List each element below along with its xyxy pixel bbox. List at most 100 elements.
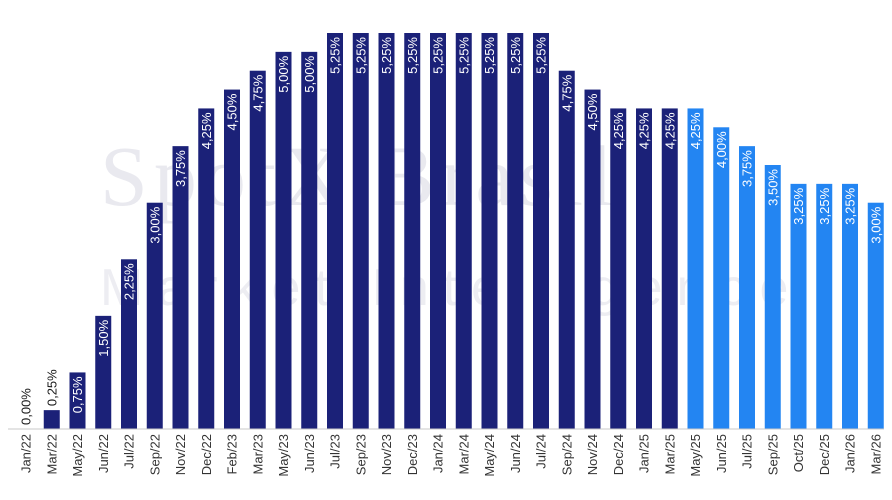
bar-value-label: 4,25%	[637, 112, 652, 149]
x-tick-label: Nov/22	[173, 434, 188, 475]
bar-value-label: 5,25%	[456, 37, 471, 74]
bar-jul-25	[739, 146, 755, 429]
x-tick-label: Sep/23	[353, 434, 368, 475]
x-tick-label: Jul/23	[328, 434, 343, 469]
bar-jun-23	[301, 51, 318, 430]
x-tick-label: Dec/25	[817, 434, 832, 475]
bar-value-label: 5,25%	[353, 37, 368, 74]
bar-value-label: 0,75%	[70, 376, 85, 413]
bar-jan-26	[842, 183, 858, 429]
bar-may-25	[687, 108, 704, 430]
bar-jul-22	[121, 259, 137, 429]
bar-may-24	[481, 33, 498, 429]
bar-sep-25	[764, 165, 781, 429]
x-tick-label: May/23	[276, 434, 291, 477]
bar-jan-24	[430, 33, 446, 429]
bar-nov-22	[172, 146, 189, 429]
x-tick-label: Jun/22	[96, 434, 111, 473]
x-tick-label: Jun/23	[302, 434, 317, 473]
bar-jan-25	[636, 108, 652, 430]
bar-value-label: 4,75%	[559, 74, 574, 111]
x-tick-label: Mar/26	[868, 434, 883, 474]
bar-value-label: 3,75%	[173, 150, 188, 187]
bar-value-label: 0,00%	[19, 388, 34, 425]
bar-may-22	[69, 372, 86, 429]
x-tick-label: Dec/24	[611, 434, 626, 475]
bar-mar-26	[867, 202, 884, 429]
bar-sep-24	[558, 70, 575, 430]
bar-value-label: 5,25%	[508, 37, 523, 74]
x-tick-label: Jun/25	[714, 434, 729, 473]
bar-mar-25	[661, 108, 678, 430]
bars-group: 0,00% 0,25% 0,75% 1,50% 2,25% 3,00% 3,75% 4,25%…	[19, 33, 884, 430]
bar-value-label: 4,25%	[199, 112, 214, 149]
x-tick-label: Nov/24	[585, 434, 600, 475]
bar-jun-25	[713, 127, 730, 429]
bar-mar-23	[249, 70, 266, 430]
bar-value-label: 3,00%	[868, 206, 883, 243]
bar-jul-23	[327, 33, 343, 429]
bar-value-label: 4,25%	[662, 112, 677, 149]
x-tick-label: Mar/22	[44, 434, 59, 474]
bar-dec-24	[610, 108, 627, 430]
bar-nov-23	[378, 33, 395, 429]
bar-value-label: 5,25%	[534, 37, 549, 74]
bar-value-label: 3,50%	[765, 169, 780, 206]
bar-nov-24	[584, 89, 601, 429]
bar-dec-25	[816, 183, 833, 429]
bar-value-label: 5,25%	[431, 37, 446, 74]
bar-value-label: 3,25%	[791, 187, 806, 224]
bar-oct-25	[790, 183, 807, 429]
bar-jun-22	[95, 315, 112, 429]
bar-value-label: 4,50%	[225, 93, 240, 130]
bar-value-label: 5,25%	[405, 37, 420, 74]
x-tick-label: Oct/25	[791, 434, 806, 472]
bar-dec-23	[404, 33, 421, 429]
bar-value-label: 1,50%	[96, 319, 111, 356]
bar-value-label: 4,75%	[250, 74, 265, 111]
x-tick-label: Dec/23	[405, 434, 420, 475]
bar-may-23	[275, 51, 292, 430]
x-tick-label: Sep/24	[559, 434, 574, 475]
x-tick-label: Jun/24	[508, 434, 523, 473]
bar-value-label: 0,25%	[44, 369, 59, 406]
x-tick-label: Feb/23	[225, 434, 240, 474]
bar-value-label: 3,75%	[740, 150, 755, 187]
x-tick-label: Jul/24	[534, 434, 549, 469]
bar-jul-24	[533, 33, 549, 429]
x-tick-label: Nov/23	[379, 434, 394, 475]
bar-sep-22	[146, 202, 163, 429]
x-tick-label: Jan/26	[843, 434, 858, 473]
bar-jun-24	[507, 33, 524, 429]
x-tick-label: Mar/23	[250, 434, 265, 474]
bar-value-label: 2,25%	[122, 263, 137, 300]
x-tick-label: Jul/25	[740, 434, 755, 469]
bar-feb-23	[224, 89, 240, 429]
x-tick-label: May/24	[482, 434, 497, 477]
bar-value-label: 3,25%	[843, 187, 858, 224]
bar-value-label: 4,25%	[688, 112, 703, 149]
bar-value-label: 3,25%	[817, 187, 832, 224]
x-tick-label: Sep/25	[765, 434, 780, 475]
bar-value-label: 5,00%	[302, 55, 317, 92]
x-tick-label: Jul/22	[122, 434, 137, 469]
bar-mar-22	[43, 410, 60, 429]
x-tick-label: May/25	[688, 434, 703, 477]
bar-value-label: 5,25%	[328, 37, 343, 74]
x-tick-label: Jan/22	[19, 434, 34, 473]
bar-value-label: 3,00%	[147, 206, 162, 243]
x-tick-label: Mar/25	[662, 434, 677, 474]
bar-value-label: 5,00%	[276, 55, 291, 92]
bar-value-label: 4,00%	[714, 131, 729, 168]
bar-value-label: 5,25%	[379, 37, 394, 74]
x-tick-label: Jan/25	[637, 434, 652, 473]
x-tick-labels: Jan/22 Mar/22 May/22 Jun/22 Jul/22 Sep/22 Nov/…	[19, 434, 884, 477]
bar-value-label: 4,50%	[585, 93, 600, 130]
x-tick-label: Dec/22	[199, 434, 214, 475]
bar-mar-24	[455, 33, 472, 429]
x-tick-label: Mar/24	[456, 434, 471, 474]
bar-value-label: 5,25%	[482, 37, 497, 74]
x-tick-label: Jan/24	[431, 434, 446, 473]
